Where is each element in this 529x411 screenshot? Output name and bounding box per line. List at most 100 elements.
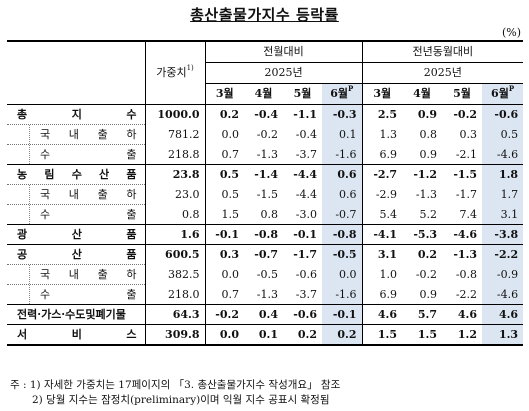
row-label-char: 출 <box>97 268 108 281</box>
mom-cell: -0.3 <box>322 104 363 125</box>
row-label-char: 내 <box>68 188 79 201</box>
row-label-char: 산 <box>99 168 110 181</box>
row-label-char: 비 <box>71 328 82 341</box>
mom-cell: 0.7 <box>204 284 244 305</box>
table-row: 국 내 출 하 781.2 0.0 -0.2 -0.4 0.1 1.3 0.8 0.3 0.5 <box>7 124 524 145</box>
mom-cell: -0.1 <box>283 224 322 245</box>
yoy-cell: 0.9 <box>419 287 438 301</box>
mom-cell: -0.1 <box>204 224 244 245</box>
yoy-cell: 1.5 <box>361 324 403 346</box>
mom-cell: -3.7 <box>295 147 317 161</box>
mom-cell: -1.7 <box>283 244 322 265</box>
row-label-char: 수 <box>40 208 51 221</box>
yoy-cell: 4.6 <box>442 304 483 325</box>
yoy-cell: -5.3 <box>402 224 443 245</box>
yoy-cell: -0.8 <box>455 268 478 281</box>
footnote-2: 2) 당월 지수는 잠정치(preliminary)이며 익월 지수 공표시 확… <box>32 394 330 406</box>
yoy-cell: 1.7 <box>482 184 524 205</box>
table-row: 광 산 품 1.6 -0.1 -0.8 -0.1 -0.8 -4.1 -5.3 -4.6 -3.8 <box>7 224 524 245</box>
yoy-cell: -4.6 <box>482 144 524 165</box>
header-row-groups: 가중치1) 전월대비 전년동월대비 <box>7 40 524 105</box>
yoy-cell: 1.0 <box>361 264 403 285</box>
mom-cell: -4.4 <box>295 188 317 201</box>
row-label-char: 하 <box>126 128 137 141</box>
yoy-cell: -4.1 <box>361 224 403 245</box>
mom-cell: -0.7 <box>244 244 283 265</box>
yoy-month-5: 5월 <box>453 87 471 100</box>
weight-cell: 23.8 <box>144 164 205 185</box>
row-label-char: 출 <box>126 208 137 221</box>
header-row-year: 2025년 2025년 <box>7 62 524 84</box>
yoy-cell: 5.2 <box>419 207 438 221</box>
mom-cell: 0.0 <box>204 324 244 346</box>
mom-cell: 0.1 <box>244 324 283 346</box>
row-label-text: 전력·가스·수도및폐기물 <box>17 308 126 321</box>
mom-cell: -0.5 <box>322 244 363 265</box>
yoy-cell: 1.2 <box>442 324 483 346</box>
row-label-char: 서 <box>17 328 28 341</box>
mom-cell: -4.4 <box>283 164 322 185</box>
yoy-cell: -1.3 <box>415 188 438 201</box>
row-label-char: 하 <box>126 188 137 201</box>
row-label-char: 수 <box>126 108 137 121</box>
mom-cell: 0.6 <box>322 184 363 205</box>
weight-cell: 309.8 <box>144 324 205 346</box>
mom-cell: 0.5 <box>204 184 244 205</box>
mom-cell: 0.0 <box>204 124 244 145</box>
yoy-cell: 0.9 <box>419 147 438 161</box>
footnote-1: 주 : 1) 자세한 가중치는 17페이지의 「3. 총산출물가지수 작성개요」… <box>10 379 341 391</box>
mom-cell: 0.0 <box>204 264 244 285</box>
mom-cell: -0.1 <box>322 304 363 325</box>
yoy-prelim-sup: P <box>508 84 515 93</box>
row-label-char: 출 <box>126 148 137 161</box>
weight-cell: 218.8 <box>144 144 205 165</box>
yoy-cell: 0.9 <box>402 104 443 125</box>
table-row: 수 출 0.8 1.5 0.8 -3.0 -0.7 5.4 5.2 7.4 3.1 <box>7 204 524 225</box>
yoy-cell: 1.3 <box>361 124 403 145</box>
table-row: 수 출 218.8 0.7 -1.3 -3.7 -1.6 6.9 0.9 -2.1 -4.6 <box>7 144 524 165</box>
row-label-char: 수 <box>40 148 51 161</box>
yoy-cell: 2.5 <box>361 104 403 125</box>
mom-cell: -0.4 <box>295 128 317 141</box>
row-label-char: 림 <box>44 168 55 181</box>
row-label-char: 국 <box>40 128 51 141</box>
mom-cell: -1.4 <box>244 164 283 185</box>
mom-cell: 0.6 <box>322 164 363 185</box>
row-label-char: 하 <box>126 268 137 281</box>
row-label-char: 국 <box>40 268 51 281</box>
mom-prelim-sup: P <box>348 84 354 93</box>
weight-header-sup: 1) <box>186 64 194 72</box>
row-label-char: 광 <box>17 228 28 241</box>
yoy-cell: -2.1 <box>455 147 478 161</box>
row-label-char: 출 <box>126 288 137 301</box>
mom-cell: -1.1 <box>283 104 322 125</box>
row-label-char: 산 <box>71 228 82 241</box>
yoy-month-6: 6월P <box>482 83 524 105</box>
table-row: 수 출 218.0 0.7 -1.3 -3.7 -1.6 6.9 0.9 -2.2 -4.6 <box>7 284 524 305</box>
row-label-char: 총 <box>17 108 28 121</box>
footnotes: 주 : 1) 자세한 가중치는 17페이지의 「3. 총산출물가지수 작성개요」… <box>10 378 340 408</box>
mom-cell: -0.8 <box>322 224 363 245</box>
mom-cell: -1.6 <box>322 284 363 305</box>
mom-cell: 0.5 <box>204 164 244 185</box>
mom-cell: -0.2 <box>256 128 278 141</box>
yoy-cell: 1.3 <box>482 324 524 346</box>
mom-cell: -3.7 <box>295 287 317 301</box>
yoy-cell: 7.4 <box>459 207 478 221</box>
table-row: 국 내 출 하 382.5 0.0 -0.5 -0.6 0.0 1.0 -0.2 -0.8 -0.9 <box>7 264 524 285</box>
yoy-cell: -2.2 <box>482 244 524 265</box>
mom-cell: -1.3 <box>256 147 278 161</box>
